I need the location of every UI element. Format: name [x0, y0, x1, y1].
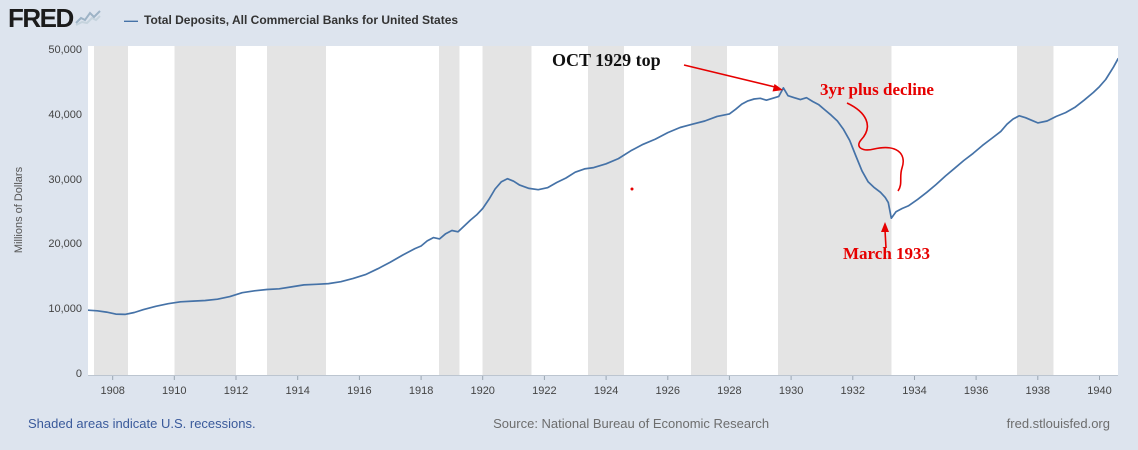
footer: Shaded areas indicate U.S. recessions. S… — [0, 416, 1138, 431]
annotation-3yr-decline: 3yr plus decline — [820, 80, 934, 99]
x-tick-label: 1918 — [409, 385, 433, 397]
x-tick-label: 1916 — [347, 385, 371, 397]
source-text: Source: National Bureau of Economic Rese… — [493, 416, 770, 431]
y-tick-label: 0 — [75, 368, 82, 380]
chart-legend: — Total Deposits, All Commercial Banks f… — [124, 13, 458, 27]
x-tick-label: 1936 — [964, 385, 988, 397]
recession-band — [94, 46, 129, 375]
plot-svg: 1908 1910 1912 1914 1916 1918 1920 1922 1924 1926… — [88, 46, 1118, 397]
x-tick-label: 1940 — [1087, 385, 1111, 397]
legend-series-label: Total Deposits, All Commercial Banks for… — [144, 13, 459, 27]
recession-band — [266, 46, 327, 375]
y-tick-label: 10,000 — [48, 303, 82, 316]
x-tick-label: 1914 — [285, 385, 309, 397]
recession-band — [588, 46, 624, 375]
recession-band — [438, 46, 460, 375]
y-tick-label: 40,000 — [48, 108, 82, 121]
recession-note-link[interactable]: Shaded areas indicate U.S. recessions. — [28, 416, 256, 431]
x-tick-label: 1922 — [532, 385, 556, 397]
deposits-line — [88, 57, 1118, 316]
fred-logo-text: FRED — [8, 3, 74, 33]
x-tick-label: 1912 — [224, 385, 248, 397]
x-tick-label: 1928 — [717, 385, 741, 397]
annotation-oct-1929-top: OCT 1929 top — [552, 50, 661, 70]
fred-logo: FRED — [8, 4, 101, 32]
x-tick-label: 1908 — [100, 385, 124, 397]
y-tick-label: 50,000 — [48, 44, 82, 56]
fred-url[interactable]: fred.stlouisfed.org — [1006, 416, 1110, 431]
x-tick-label: 1930 — [779, 385, 803, 397]
fred-logo-chart-icon — [75, 10, 101, 26]
recession-band — [690, 46, 727, 375]
x-tick-label: 1938 — [1026, 385, 1050, 397]
x-tick-label: 1924 — [594, 385, 618, 397]
recession-band — [174, 46, 236, 375]
x-tick-label: 1910 — [162, 385, 186, 397]
recession-band — [1017, 46, 1054, 375]
y-axis-title: Millions of Dollars — [13, 166, 25, 254]
legend-line-swatch: — — [124, 12, 138, 28]
x-tick-label: 1934 — [902, 385, 926, 397]
recession-band — [482, 46, 532, 375]
x-tick-label: 1926 — [656, 385, 680, 397]
x-tick-label: 1920 — [470, 385, 494, 397]
recession-band — [778, 46, 892, 375]
annotation-march-1933: March 1933 — [843, 244, 931, 263]
x-tick-label: 1932 — [841, 385, 865, 397]
